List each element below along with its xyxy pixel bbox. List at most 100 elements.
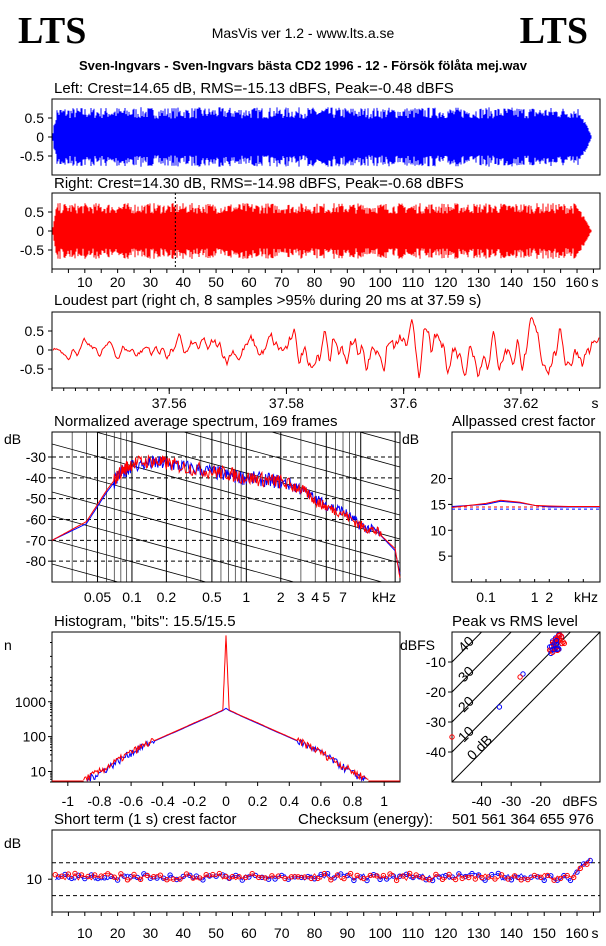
time-axis-label: 130 bbox=[467, 274, 491, 290]
short-crest-right-point bbox=[485, 874, 492, 880]
short-crest-right-point bbox=[177, 876, 183, 882]
peak-rms-xtick-label: -40 bbox=[471, 793, 491, 809]
crest-allpass-xtick-label: 1 bbox=[531, 589, 539, 605]
spectrum-diagonal bbox=[52, 324, 400, 419]
spectrum-xtick-label: 1 bbox=[242, 589, 250, 605]
spectrum-ytick-label: -60 bbox=[26, 512, 46, 528]
time-axis-label: 100 bbox=[368, 274, 392, 290]
right-waveform-wave bbox=[52, 203, 592, 259]
spectrum-xtick-label: 5 bbox=[322, 589, 330, 605]
loudest-part-xtick-label: 37.62 bbox=[503, 395, 538, 411]
short-crest-right-point bbox=[393, 877, 400, 884]
peak-rms-left-point bbox=[496, 704, 503, 710]
spectrum-diagonal bbox=[52, 612, 400, 707]
crest-allpass-ytick-label: 15 bbox=[430, 496, 446, 512]
spectrum-ytick-label: -30 bbox=[26, 449, 46, 465]
peak-rms-point bbox=[555, 647, 561, 653]
spectrum-diagonal bbox=[52, 252, 400, 347]
spectrum-grid bbox=[51, 432, 400, 582]
short-crest-xunit: s bbox=[592, 925, 599, 941]
short-crest-right-point bbox=[65, 871, 72, 877]
short-crest-right-point bbox=[190, 875, 196, 881]
histogram-ytick-label: 1000 bbox=[15, 694, 46, 710]
peak-rms-point bbox=[556, 636, 563, 642]
peak-rms-left-point bbox=[520, 671, 526, 677]
histogram-title: Histogram, "bits": 15.5/15.5 bbox=[54, 613, 236, 630]
peak-rms-point bbox=[548, 643, 555, 650]
spectrum-diagonal bbox=[52, 660, 400, 755]
short-crest-left-point bbox=[311, 876, 318, 882]
spectrum-xtick-label: 0.1 bbox=[122, 589, 142, 605]
short-crest-xtick-label: 70 bbox=[274, 925, 290, 941]
short-crest-xtick-label: 10 bbox=[77, 925, 93, 941]
time-axis-label: 110 bbox=[402, 274, 425, 290]
peak-rms-right-point bbox=[449, 734, 455, 740]
loudest-part-title: Loudest part (right ch, 8 samples >95% d… bbox=[54, 292, 482, 309]
short-crest-right-point bbox=[111, 874, 118, 880]
file-name: Sven-Ingvars - Sven-Ingvars bästa CD2 19… bbox=[79, 58, 527, 73]
short-crest-ytick-label: 10 bbox=[26, 871, 42, 887]
time-axis-label: 20 bbox=[110, 274, 126, 290]
spectrum-diagonal bbox=[52, 467, 400, 564]
loudest-part-xunit: s bbox=[592, 395, 599, 411]
peak-rms-crest-line bbox=[452, 632, 572, 753]
short-crest-right-point bbox=[92, 872, 98, 878]
time-axis-label: 60 bbox=[241, 274, 257, 290]
checksum-value: 501 561 364 655 976 bbox=[452, 811, 594, 828]
time-axis-label: 160 bbox=[565, 274, 589, 290]
loudest-part-ytick-label: -0.5 bbox=[20, 361, 44, 377]
short-crest-left-point bbox=[265, 876, 272, 882]
short-crest-xtick-label: 140 bbox=[500, 925, 524, 941]
short-crest-left-point bbox=[377, 876, 383, 882]
time-axis-label: 140 bbox=[500, 274, 524, 290]
short-crest-right-point bbox=[446, 871, 452, 878]
short-crest-right-point bbox=[498, 872, 505, 878]
peak-rms-ytick-label: -10 bbox=[426, 654, 446, 670]
short-crest-left-point bbox=[495, 870, 501, 877]
spectrum-diagonal bbox=[52, 563, 120, 582]
short-crest-right-point bbox=[236, 874, 242, 880]
app-version: MasVis ver 1.2 - www.lts.a.se bbox=[211, 25, 395, 41]
crest-allpass-right-line bbox=[451, 499, 600, 508]
time-axis-label: 10 bbox=[77, 274, 93, 290]
time-axis-label: 40 bbox=[175, 274, 191, 290]
peak-rms-point bbox=[554, 636, 560, 643]
short-crest-left-point bbox=[351, 877, 357, 884]
histogram-left-line bbox=[86, 707, 366, 782]
short-crest-title: Short term (1 s) crest factor bbox=[54, 811, 237, 828]
spectrum-xtick-label: 0.05 bbox=[84, 589, 111, 605]
peak-rms-crest-label: 20 bbox=[455, 693, 477, 715]
short-crest-right-point bbox=[157, 872, 164, 878]
crest-allpass-ytick-label: 10 bbox=[430, 522, 446, 538]
logo-right: LTS bbox=[519, 10, 588, 52]
time-axis-label: 30 bbox=[143, 274, 159, 290]
peak-rms-crest-line bbox=[452, 632, 600, 782]
short-crest-right-point bbox=[321, 870, 328, 877]
time-axis-label: 120 bbox=[434, 274, 458, 290]
loudest-part-frame bbox=[51, 311, 601, 389]
spectrum-diagonal bbox=[52, 708, 400, 803]
spectrum-xtick-label: 2 bbox=[277, 589, 285, 605]
short-crest-right-point bbox=[466, 874, 472, 881]
crest-allpass-ytick-label: 20 bbox=[430, 471, 446, 487]
short-crest-right-point bbox=[229, 873, 236, 880]
loudest-part-xtick-label: 37.58 bbox=[269, 395, 304, 411]
peak-rms-crest-line bbox=[452, 632, 542, 723]
logo-left: LTS bbox=[18, 10, 87, 52]
spectrum-xtick-label: 3 bbox=[297, 589, 305, 605]
time-axis-label: 150 bbox=[533, 274, 557, 290]
short-crest-right-point bbox=[118, 871, 124, 877]
crest-allpass-xtick-label: 2 bbox=[545, 589, 553, 605]
short-crest-left-point bbox=[318, 871, 324, 878]
spectrum-ytick-label: -70 bbox=[26, 532, 46, 548]
time-axis-label: 50 bbox=[208, 274, 224, 290]
short-crest-right-point bbox=[137, 876, 144, 882]
loudest-part-line bbox=[52, 316, 600, 379]
histogram-xtick-label: -0.4 bbox=[151, 793, 175, 809]
short-crest-xtick-label: 90 bbox=[340, 925, 356, 941]
short-crest-xtick-label: 80 bbox=[307, 925, 323, 941]
spectrum-diagonal bbox=[52, 515, 296, 582]
short-crest-right-point bbox=[544, 872, 551, 879]
crest-allpass-title: Allpassed crest factor bbox=[452, 413, 596, 430]
